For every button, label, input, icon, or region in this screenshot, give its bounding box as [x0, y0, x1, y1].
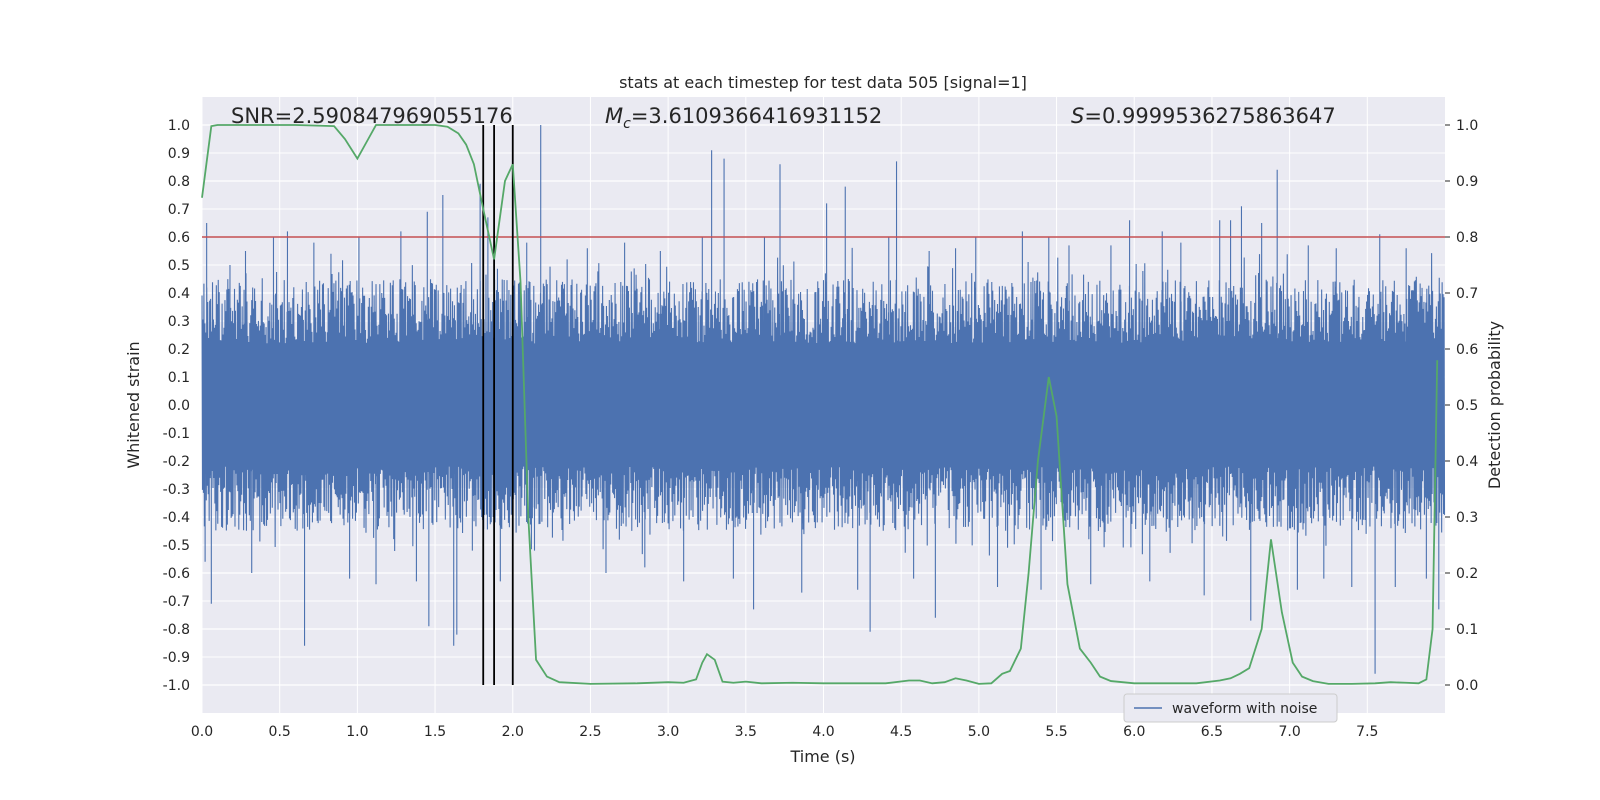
y2-tick-label: 0.2 [1456, 566, 1478, 582]
y-tick-label: -0.6 [163, 566, 190, 582]
s-symbol: S [1071, 104, 1084, 128]
x-tick-label: 2.0 [502, 724, 524, 740]
y-tick-label: -0.3 [163, 482, 190, 498]
x-tick-label: 6.0 [1123, 724, 1145, 740]
detection-probability-series [201, 124, 1439, 685]
x-tick-labels: 0.0 0.5 1.0 1.5 2.0 2.5 3.0 3.5 4.0 4.5 5.0 5.5 6.0 6… [191, 724, 1379, 740]
y-tick-label: -0.2 [163, 454, 190, 470]
y-tick-label: 0.7 [168, 202, 190, 218]
mc-annotation: Mc=3.6109366416931152 [605, 104, 882, 132]
y2-tick-label: 0.7 [1456, 286, 1478, 302]
y-tick-label: -0.8 [163, 622, 190, 638]
y2-tick-label: 1.0 [1456, 118, 1478, 134]
y2-tick-label: 0.9 [1456, 174, 1478, 190]
x-tick-label: 1.5 [424, 724, 446, 740]
x-tick-label: 3.0 [657, 724, 679, 740]
y-tick-label: -0.5 [163, 538, 190, 554]
y-tick-label: 0.2 [168, 342, 190, 358]
y-tick-label: 0.1 [168, 370, 190, 386]
y-axis-label: Whitened strain [124, 341, 143, 468]
y-tick-label: -0.1 [163, 426, 190, 442]
x-tick-label: 5.5 [1045, 724, 1067, 740]
y-tick-label: -0.4 [163, 510, 190, 526]
mc-subscript: c [623, 116, 631, 132]
x-tick-label: 1.0 [346, 724, 368, 740]
y-tick-label: 0.4 [168, 286, 190, 302]
x-axis-label: Time (s) [789, 747, 855, 766]
y2-tick-label: 0.3 [1456, 510, 1478, 526]
prob-layer [201, 124, 1445, 685]
legend-entry: waveform with noise [1172, 701, 1317, 717]
y2-tick-label: 0.0 [1456, 678, 1478, 694]
y-tick-label: -0.9 [163, 650, 190, 666]
mc-value: =3.6109366416931152 [631, 104, 882, 128]
y-tick-label: 0.5 [168, 258, 190, 274]
y2-tick-labels: 1.0 0.9 0.8 0.7 0.6 0.5 0.4 0.3 0.2 0.1 0.0 [1445, 118, 1478, 694]
y-tick-label: -1.0 [163, 678, 190, 694]
mc-symbol: M [605, 104, 623, 128]
y2-tick-label: 0.5 [1456, 398, 1478, 414]
y2-tick-label: 0.1 [1456, 622, 1478, 638]
x-tick-label: 0.0 [191, 724, 213, 740]
y-tick-label: 0.9 [168, 146, 190, 162]
y2-tick-label: 0.8 [1456, 230, 1478, 246]
x-tick-label: 3.5 [735, 724, 757, 740]
y-tick-label: 0.8 [168, 174, 190, 190]
y2-tick-label: 0.6 [1456, 342, 1478, 358]
strain-layer [201, 125, 1446, 674]
y-tick-label: 0.0 [168, 398, 190, 414]
legend-box [1123, 693, 1338, 723]
x-tick-label: 7.0 [1278, 724, 1300, 740]
x-tick-label: 6.5 [1201, 724, 1223, 740]
s-annotation: S=0.9999536275863647 [1071, 104, 1336, 128]
waveform-series [201, 125, 1446, 674]
y2-tick-label: 0.4 [1456, 454, 1478, 470]
x-tick-label: 0.5 [269, 724, 291, 740]
y-tick-label: -0.7 [163, 594, 190, 610]
snr-annotation: SNR=2.590847969055176 [231, 104, 513, 128]
s-value: =0.9999536275863647 [1084, 104, 1335, 128]
y-tick-label: 0.3 [168, 314, 190, 330]
chart-title: stats at each timestep for test data 505… [619, 73, 1027, 92]
x-tick-label: 2.5 [579, 724, 601, 740]
y-tick-label: 0.6 [168, 230, 190, 246]
legend: waveform with noise [1123, 693, 1338, 723]
x-tick-label: 7.5 [1356, 724, 1378, 740]
x-tick-label: 5.0 [968, 724, 990, 740]
x-tick-label: 4.5 [890, 724, 912, 740]
y-tick-label: 1.0 [168, 118, 190, 134]
y-tick-labels: 1.0 0.9 0.8 0.7 0.6 0.5 0.4 0.3 0.2 0.1 0.0 -0.1 -0.… [163, 118, 190, 694]
x-tick-label: 4.0 [812, 724, 834, 740]
y2-axis-label: Detection probability [1485, 321, 1504, 489]
